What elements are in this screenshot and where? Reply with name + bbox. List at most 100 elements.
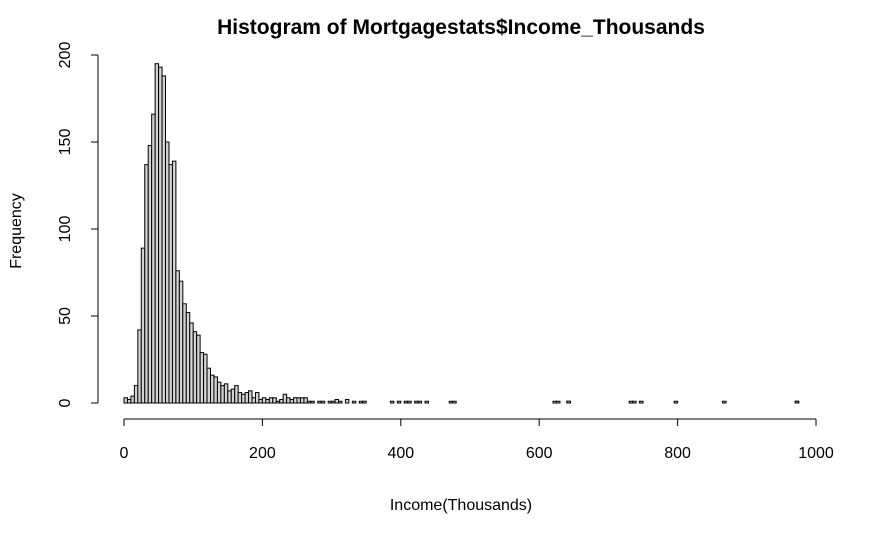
histogram-bar-82 xyxy=(407,400,412,404)
histogram-bar-14 xyxy=(171,160,177,404)
histogram-bar-8 xyxy=(151,113,156,404)
histogram-bar-27 xyxy=(216,381,222,404)
x-tick-label-1: 200 xyxy=(249,445,276,462)
histogram-bar-sparse-0 xyxy=(552,400,557,404)
x-axis-label: Income(Thousands) xyxy=(390,497,532,514)
histogram-bar-57 xyxy=(320,400,326,404)
histogram-bar-9 xyxy=(154,63,160,404)
histogram-bar-66 xyxy=(351,400,357,404)
histogram-bar-2 xyxy=(130,395,135,404)
histogram-bar-sparse-4 xyxy=(673,400,679,404)
histogram-bar-sparse-2 xyxy=(628,400,634,404)
histogram-bar-25 xyxy=(210,374,215,404)
histogram-bar-32 xyxy=(234,385,239,404)
histogram-bar-94 xyxy=(448,400,454,404)
histogram-bar-41 xyxy=(265,399,270,404)
y-axis: 0 50 100 150 200 xyxy=(57,42,99,407)
histogram-bar-79 xyxy=(396,400,402,404)
histogram-bar-17 xyxy=(182,303,187,404)
histogram-bar-16 xyxy=(178,280,184,404)
y-axis-label: Frequency xyxy=(8,193,25,269)
histogram-bar-24 xyxy=(206,367,211,404)
histogram-bar-77 xyxy=(389,400,395,404)
x-tick-label-2: 400 xyxy=(387,445,414,462)
histogram-bar-0 xyxy=(123,397,128,404)
histogram-bar-49 xyxy=(293,397,298,404)
histogram-bar-84 xyxy=(414,400,419,404)
histogram-bar-62 xyxy=(338,400,343,404)
histogram-bar-15 xyxy=(175,270,180,404)
histogram-bar-7 xyxy=(147,144,153,404)
histogram-bar-18 xyxy=(185,312,191,404)
histogram-bar-60 xyxy=(331,400,336,404)
histogram-bar-5 xyxy=(140,247,146,404)
y-tick-label-4: 200 xyxy=(57,42,74,69)
y-tick-label-0: 0 xyxy=(57,398,74,407)
histogram-bar-10 xyxy=(158,66,163,404)
histogram-bar-12 xyxy=(165,141,170,404)
histogram-bar-61 xyxy=(334,399,340,404)
histogram-bars xyxy=(123,63,800,404)
histogram-bar-59 xyxy=(327,400,333,404)
histogram-bar-47 xyxy=(286,397,291,404)
histogram-bar-54 xyxy=(310,400,315,404)
histogram-bar-56 xyxy=(317,400,322,404)
histogram-bar-19 xyxy=(189,322,194,404)
histogram-bar-45 xyxy=(279,399,284,404)
histogram-bar-39 xyxy=(258,399,263,404)
histogram-bar-21 xyxy=(196,334,201,404)
histogram-bar-95 xyxy=(452,400,457,404)
histogram-bar-3 xyxy=(133,385,139,404)
histogram-bar-38 xyxy=(254,392,260,404)
histogram-bar-68 xyxy=(358,400,364,404)
y-tick-label-1: 50 xyxy=(57,307,74,325)
histogram-bar-30 xyxy=(227,390,232,404)
histogram-bar-6 xyxy=(144,164,149,404)
histogram-bar-11 xyxy=(161,75,167,404)
histogram-bar-20 xyxy=(192,331,198,404)
histogram-bar-64 xyxy=(344,399,350,404)
histogram-bar-46 xyxy=(282,393,288,404)
x-tick-label-0: 0 xyxy=(120,445,129,462)
x-tick-label-3: 600 xyxy=(526,445,553,462)
chart-title: Histogram of Mortgagestats$Income_Thousa… xyxy=(217,16,705,39)
histogram-bar-42 xyxy=(268,397,274,404)
histogram-bar-sparse-5 xyxy=(722,400,727,404)
histogram-bar-43 xyxy=(272,397,277,404)
y-tick-label-2: 100 xyxy=(57,216,74,243)
histogram-bar-50 xyxy=(296,397,301,404)
histogram-bar-87 xyxy=(424,400,429,404)
histogram-bar-35 xyxy=(244,392,250,404)
histogram-bar-52 xyxy=(303,397,308,404)
histogram-bar-26 xyxy=(213,376,218,404)
histogram-bar-4 xyxy=(137,329,142,404)
x-tick-label-5: 1000 xyxy=(798,445,834,462)
histogram-bar-sparse-1 xyxy=(566,400,571,404)
histogram-bar-48 xyxy=(289,399,295,404)
y-tick-label-3: 150 xyxy=(57,129,74,156)
histogram-bar-40 xyxy=(261,397,267,404)
histogram-bar-22 xyxy=(199,352,205,404)
histogram-bar-37 xyxy=(251,397,256,404)
histogram-bar-81 xyxy=(403,400,409,404)
histogram-bar-85 xyxy=(417,400,423,404)
histogram-bar-53 xyxy=(306,400,312,404)
x-axis: 0 200 400 600 800 1000 xyxy=(120,418,834,462)
histogram-bar-28 xyxy=(220,385,225,404)
histogram-bar-69 xyxy=(362,400,367,404)
histogram-bar-147 xyxy=(632,400,637,404)
histogram-bar-29 xyxy=(223,383,229,404)
histogram-bar-36 xyxy=(248,390,253,404)
histogram-bar-33 xyxy=(237,392,243,404)
histogram-bar-23 xyxy=(203,353,208,404)
histogram-bar-31 xyxy=(230,388,236,404)
histogram-bar-125 xyxy=(556,400,561,404)
histogram-bar-44 xyxy=(275,400,281,404)
histogram-bar-13 xyxy=(168,164,173,404)
x-tick-label-4: 800 xyxy=(664,445,691,462)
histogram-bar-sparse-3 xyxy=(639,400,644,404)
histogram-bar-sparse-6 xyxy=(794,400,800,404)
histogram-bar-34 xyxy=(241,393,246,404)
histogram-bar-51 xyxy=(299,397,305,404)
